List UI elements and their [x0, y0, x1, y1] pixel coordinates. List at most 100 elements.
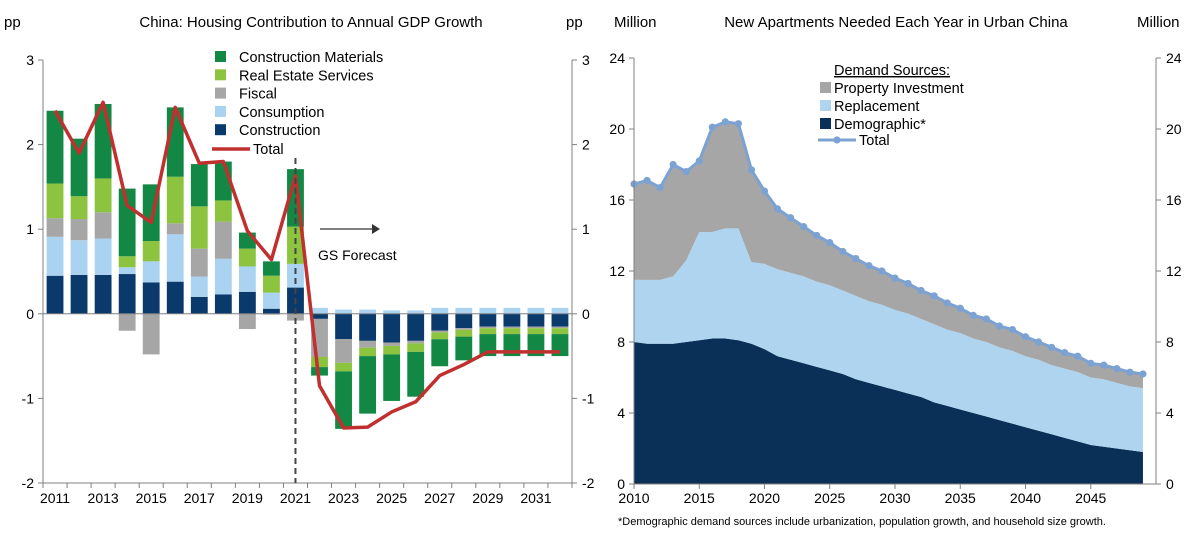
bar-real-estate-services-2025 [383, 345, 401, 355]
total-line [633, 120, 1144, 376]
right-y-tick-label-20: 20 [1166, 121, 1182, 137]
x-tick-label-2031: 2031 [520, 490, 551, 506]
total-point-2013 [669, 160, 677, 169]
bar-fiscal-2014 [118, 313, 136, 331]
total-point-2014 [682, 168, 690, 176]
right-y-tick-label-12: 12 [1166, 263, 1182, 279]
bar-construction-materials-2011 [46, 110, 64, 184]
bar-consumption-2014 [118, 267, 136, 275]
bar-real-estate-services-2031 [527, 328, 545, 335]
total-point-2020 [760, 187, 769, 195]
total-point-2039 [1008, 325, 1017, 334]
right-chart-areas [634, 121, 1143, 484]
total-point-2017 [721, 118, 729, 126]
bar-consumption-2018 [214, 258, 232, 295]
total-point-2015 [695, 157, 703, 165]
legend-swatch-real-estate-services [215, 69, 226, 81]
total-point-2031 [904, 279, 912, 288]
bar-fiscal-2016 [166, 223, 184, 235]
bar-construction-2017 [190, 296, 208, 314]
right-chart-legend: Demand Sources: Property Investment Replac… [818, 63, 964, 149]
left-y-tick-label-3: 3 [26, 52, 34, 68]
forecast-arrow-icon [372, 224, 380, 234]
bar-consumption-2022 [311, 307, 328, 314]
x-tick-label-2021: 2021 [280, 490, 311, 506]
right-y-tick-label-2: 2 [582, 137, 590, 153]
right-chart-left-unit-label: Million [614, 14, 657, 31]
legend-swatch-replacement [820, 100, 831, 111]
bar-fiscal-2012 [70, 219, 88, 241]
bar-consumption-2024 [359, 309, 377, 314]
total-point-2029 [878, 267, 886, 275]
total-point-2049 [1139, 370, 1147, 378]
x-tick-label-2013: 2013 [88, 490, 119, 506]
right-chart-right-unit-label: Million [1137, 14, 1180, 31]
x-tick-label-2017: 2017 [184, 490, 215, 506]
bar-real-estate-services-2015 [142, 241, 160, 262]
bar-construction-materials-2020 [263, 261, 280, 276]
x-tick-label-2011: 2011 [40, 490, 70, 506]
legend-swatch-total-marker [833, 136, 841, 144]
total-point-2038 [995, 322, 1004, 330]
left-chart-housing-contribution: pp pp China: Housing Contribution to Ann… [4, 14, 595, 506]
bar-construction-materials-2024 [359, 356, 377, 414]
total-point-2028 [865, 262, 873, 270]
x-tick-label-2019: 2019 [232, 490, 263, 506]
left-chart-left-unit-label: pp [4, 14, 21, 31]
total-point-2044 [1074, 352, 1082, 360]
x-tick-label-2030: 2030 [879, 490, 910, 506]
total-point-2036 [969, 311, 977, 319]
bar-construction-2013 [94, 274, 112, 314]
bar-construction-2014 [118, 274, 136, 314]
bar-fiscal-2011 [46, 218, 64, 237]
bar-real-estate-services-2019 [238, 248, 256, 267]
right-y-tick-label-24: 24 [1166, 50, 1182, 66]
bar-fiscal-2013 [94, 212, 112, 239]
bar-real-estate-services-2011 [46, 183, 64, 219]
right-y-tick-label-1: 1 [582, 221, 590, 237]
bar-construction-2029 [479, 313, 497, 327]
bar-fiscal-2030 [503, 326, 521, 329]
legend-label-construction: Construction [239, 123, 320, 139]
left-chart-total-line [53, 100, 560, 430]
bar-construction-materials-2026 [407, 351, 425, 397]
bar-fiscal-2026 [407, 340, 425, 344]
x-tick-label-2035: 2035 [945, 490, 976, 506]
bar-real-estate-services-2021 [287, 226, 304, 264]
right-y-tick-label-8: 8 [1166, 334, 1174, 350]
bar-construction-2012 [70, 274, 88, 314]
total-point-2037 [982, 315, 990, 323]
right-y-tick-label-4: 4 [1166, 405, 1174, 421]
bar-construction-2019 [238, 291, 256, 314]
right-y-tick-label-0: 0 [582, 306, 590, 322]
bar-construction-2025 [383, 313, 401, 343]
right-y-tick-label--2: -2 [582, 475, 595, 491]
x-tick-label-2027: 2027 [424, 490, 455, 506]
left-chart-right-unit-label: pp [566, 14, 583, 31]
total-point-2025 [826, 239, 834, 247]
bar-consumption-2016 [166, 234, 184, 282]
x-tick-label-2020: 2020 [749, 490, 780, 506]
total-point-2023 [800, 223, 808, 231]
left-y-tick-label-8: 8 [617, 334, 625, 350]
bar-consumption-2032 [551, 307, 569, 314]
bar-fiscal-2025 [383, 342, 401, 346]
left-y-tick-label-12: 12 [609, 263, 625, 279]
bar-consumption-2019 [238, 266, 256, 292]
bar-fiscal-2024 [359, 340, 377, 348]
right-chart-title: New Apartments Needed Each Year in Urban… [724, 14, 1068, 31]
left-chart-legend: Construction Materials Real Estate Servic… [212, 50, 383, 158]
bar-fiscal-2017 [190, 248, 208, 277]
bar-construction-2030 [503, 313, 521, 327]
total-point-2012 [656, 183, 664, 192]
bar-construction-materials-2025 [383, 354, 401, 401]
left-y-tick-label--2: -2 [22, 475, 35, 491]
bar-real-estate-services-2022 [311, 356, 328, 368]
bar-consumption-2030 [503, 307, 521, 314]
bar-consumption-2015 [142, 261, 160, 283]
left-y-tick-label-24: 24 [609, 50, 625, 66]
bar-real-estate-services-2032 [551, 328, 569, 335]
bar-consumption-2023 [335, 309, 352, 314]
total-point-2040 [1021, 333, 1030, 341]
